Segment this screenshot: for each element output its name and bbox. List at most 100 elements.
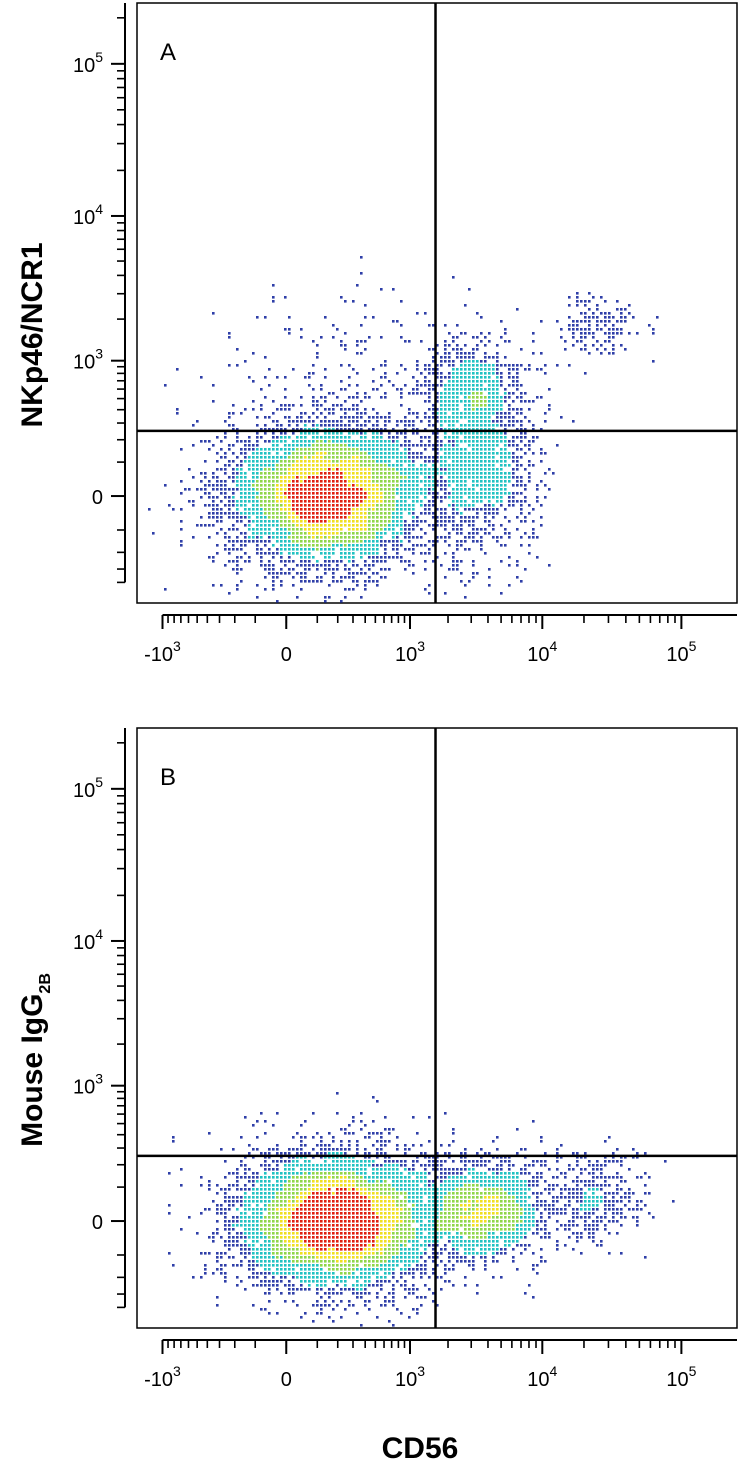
data-point	[412, 1288, 415, 1291]
data-point	[460, 496, 463, 499]
data-point	[468, 424, 471, 427]
data-point	[248, 1224, 251, 1227]
data-point	[264, 432, 267, 435]
data-point	[300, 1136, 303, 1139]
data-point	[328, 556, 331, 559]
data-point	[380, 364, 383, 367]
data-point	[432, 560, 435, 563]
data-point	[448, 396, 451, 399]
data-point	[524, 392, 527, 395]
data-point	[400, 1224, 403, 1227]
data-point	[260, 536, 263, 539]
data-point	[480, 388, 483, 391]
data-point	[308, 384, 311, 387]
data-point	[284, 1268, 287, 1271]
data-point	[332, 1148, 335, 1151]
data-point	[392, 1264, 395, 1267]
data-point	[384, 516, 387, 519]
data-point	[300, 440, 303, 443]
data-point	[432, 324, 435, 327]
data-point	[372, 544, 375, 547]
data-point	[388, 1256, 391, 1259]
data-point	[272, 1124, 275, 1127]
data-point	[300, 456, 303, 459]
data-point	[504, 332, 507, 335]
data-point	[400, 1260, 403, 1263]
data-point	[512, 500, 515, 503]
data-point	[472, 348, 475, 351]
data-point	[520, 432, 523, 435]
data-point	[288, 328, 291, 331]
data-point	[284, 416, 287, 419]
data-point	[320, 388, 323, 391]
data-point	[260, 1196, 263, 1199]
data-point	[356, 1232, 359, 1235]
data-point	[332, 580, 335, 583]
data-point	[472, 436, 475, 439]
data-point	[392, 1212, 395, 1215]
data-point	[256, 536, 259, 539]
data-point	[404, 436, 407, 439]
data-point	[352, 428, 355, 431]
data-point	[324, 460, 327, 463]
data-point	[332, 392, 335, 395]
data-point	[200, 488, 203, 491]
data-point	[492, 408, 495, 411]
data-point	[296, 1172, 299, 1175]
data-point	[264, 396, 267, 399]
data-point	[408, 1180, 411, 1183]
data-point	[288, 544, 291, 547]
data-point	[388, 1128, 391, 1131]
data-point	[432, 528, 435, 531]
data-point	[352, 300, 355, 303]
data-point	[476, 508, 479, 511]
data-point	[400, 524, 403, 527]
data-point	[240, 1280, 243, 1283]
data-point	[528, 480, 531, 483]
data-point	[344, 476, 347, 479]
data-point	[472, 532, 475, 535]
data-point	[508, 500, 511, 503]
data-point	[484, 408, 487, 411]
data-point	[456, 548, 459, 551]
data-point	[224, 544, 227, 547]
data-point	[392, 1164, 395, 1167]
data-point	[272, 1256, 275, 1259]
data-point	[376, 1220, 379, 1223]
data-point	[344, 344, 347, 347]
data-point	[404, 444, 407, 447]
data-point	[404, 480, 407, 483]
data-point	[500, 472, 503, 475]
data-point	[444, 420, 447, 423]
data-point	[580, 332, 583, 335]
data-point	[352, 1224, 355, 1227]
data-point	[256, 1188, 259, 1191]
data-point	[276, 1192, 279, 1195]
data-point	[512, 476, 515, 479]
data-point	[304, 1260, 307, 1263]
data-point	[488, 380, 491, 383]
data-point	[484, 496, 487, 499]
data-point	[484, 512, 487, 515]
data-point	[224, 452, 227, 455]
data-point	[336, 1208, 339, 1211]
data-point	[460, 364, 463, 367]
data-point	[332, 1224, 335, 1227]
data-point	[388, 380, 391, 383]
data-point	[432, 448, 435, 451]
data-point	[304, 1192, 307, 1195]
data-point	[300, 528, 303, 531]
data-point	[324, 420, 327, 423]
data-point	[312, 1232, 315, 1235]
data-point	[648, 324, 651, 327]
data-point	[212, 1236, 215, 1239]
data-point	[360, 1272, 363, 1275]
data-point	[428, 380, 431, 383]
data-point	[304, 536, 307, 539]
data-point	[272, 1236, 275, 1239]
data-point	[400, 1212, 403, 1215]
data-point	[300, 1152, 303, 1155]
data-point	[312, 496, 315, 499]
data-point	[384, 1180, 387, 1183]
data-point	[224, 548, 227, 551]
